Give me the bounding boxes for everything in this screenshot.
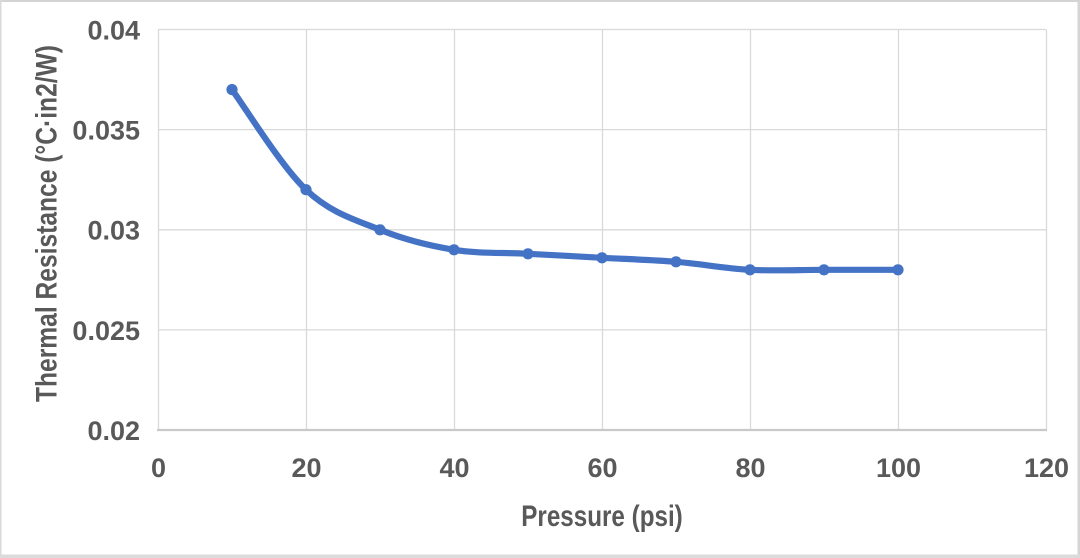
svg-text:0.04: 0.04 (87, 15, 140, 45)
svg-text:120: 120 (1024, 453, 1069, 483)
svg-text:40: 40 (439, 453, 469, 483)
svg-text:0.02: 0.02 (87, 416, 140, 446)
svg-text:0.03: 0.03 (87, 216, 140, 246)
svg-text:Thermal Resistance (°C·in2/W): Thermal Resistance (°C·in2/W) (31, 45, 64, 402)
svg-text:80: 80 (735, 453, 765, 483)
svg-text:0.025: 0.025 (72, 316, 140, 346)
svg-text:0: 0 (151, 453, 166, 483)
svg-text:Pressure (psi): Pressure (psi) (521, 500, 683, 533)
svg-text:20: 20 (291, 453, 321, 483)
svg-text:100: 100 (876, 453, 921, 483)
svg-text:0.035: 0.035 (72, 116, 140, 146)
svg-text:60: 60 (587, 453, 617, 483)
